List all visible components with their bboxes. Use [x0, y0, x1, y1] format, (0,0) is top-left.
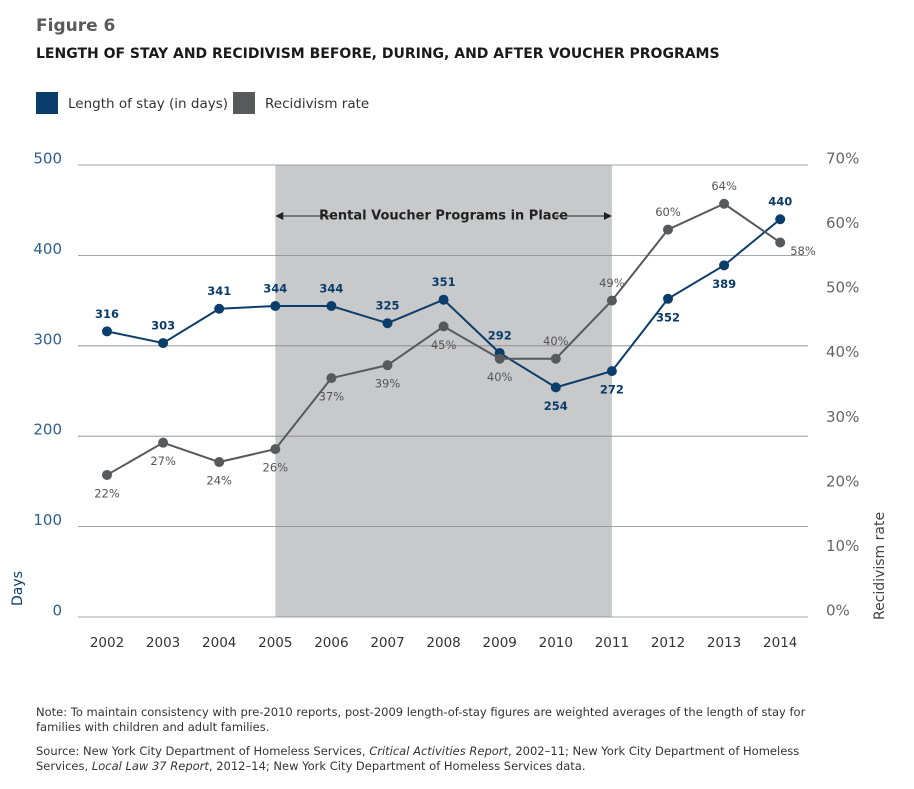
data-label: 272: [600, 383, 624, 397]
x-tick-label: 2013: [707, 635, 741, 651]
y2-tick-label: 0%: [826, 602, 850, 620]
y-tick-label: 500: [33, 150, 62, 168]
data-label: 24%: [206, 474, 232, 488]
x-tick-label: 2009: [483, 635, 517, 651]
chart: Rental Voucher Programs in Place01002003…: [10, 92, 888, 651]
data-label: 37%: [319, 390, 345, 404]
point: [326, 373, 337, 384]
legend-label: Length of stay (in days): [68, 96, 228, 112]
x-tick-label: 2006: [314, 635, 348, 651]
data-label: 26%: [263, 461, 289, 475]
data-label: 440: [768, 195, 792, 209]
point: [606, 366, 617, 377]
point: [438, 294, 449, 305]
y-axis-title: Days: [10, 571, 26, 606]
x-tick-label: 2005: [258, 635, 292, 651]
figure-label: Figure 6: [36, 16, 116, 36]
x-tick-label: 2007: [370, 635, 404, 651]
point: [494, 353, 505, 364]
point: [663, 293, 673, 304]
x-tick-label: 2012: [651, 635, 685, 651]
point: [382, 360, 393, 371]
data-label: 292: [488, 329, 512, 343]
data-label: 303: [151, 319, 175, 333]
x-tick-label: 2011: [595, 635, 629, 651]
data-label: 341: [207, 284, 231, 298]
y2-tick-label: 60%: [826, 214, 859, 232]
point: [270, 444, 281, 455]
point: [438, 321, 449, 332]
source-part: Source: New York City Department of Home…: [36, 744, 370, 758]
data-label: 325: [375, 299, 399, 313]
y2-tick-label: 50%: [826, 279, 859, 297]
y2-tick-label: 30%: [826, 408, 859, 426]
y2-tick-label: 70%: [826, 150, 859, 168]
legend-swatch: [233, 92, 255, 114]
x-tick-label: 2003: [146, 635, 180, 651]
data-label: 344: [263, 282, 287, 296]
point: [663, 224, 673, 235]
y-tick-label: 0: [52, 602, 62, 620]
data-label: 344: [319, 282, 343, 296]
source-part: , 2002–11; New York City Department of H…: [36, 744, 800, 773]
point: [550, 353, 561, 364]
y-tick-label: 200: [33, 421, 62, 439]
point: [719, 198, 730, 209]
legend-swatch: [36, 92, 58, 114]
point: [719, 260, 730, 271]
x-tick-label: 2010: [539, 635, 573, 651]
data-label: 60%: [655, 205, 681, 219]
point: [550, 382, 561, 393]
point: [214, 303, 225, 314]
y-tick-label: 100: [33, 511, 62, 529]
point: [102, 469, 112, 480]
source-part: , 2012–14; New York City Department of H…: [208, 759, 586, 773]
y2-axis-title: Recidivism rate: [872, 512, 888, 620]
annotation: Rental Voucher Programs in Place: [319, 209, 568, 224]
point: [102, 326, 112, 337]
data-label: 64%: [711, 179, 737, 193]
source-part: Local Law 37 Report: [91, 759, 209, 773]
data-label: 40%: [543, 334, 569, 348]
y-tick-label: 300: [33, 330, 62, 348]
point: [382, 318, 393, 329]
source-part: Critical Activities Report: [369, 744, 509, 758]
chart-title: LENGTH OF STAY AND RECIDIVISM BEFORE, DU…: [36, 46, 720, 62]
data-label: 49%: [599, 276, 625, 290]
source: Source: New York City Department of Home…: [36, 744, 836, 774]
annotation-bg: [331, 207, 556, 225]
data-label: 39%: [375, 377, 401, 391]
point: [326, 301, 337, 312]
note: Note: To maintain consistency with pre-2…: [36, 705, 806, 734]
y-tick-label: 400: [33, 240, 62, 258]
legend-label: Recidivism rate: [265, 96, 369, 112]
data-label: 58%: [790, 244, 816, 258]
x-tick-label: 2014: [763, 635, 797, 651]
point: [158, 437, 169, 448]
point: [775, 237, 786, 248]
arrow-head: [603, 212, 612, 220]
point: [158, 338, 169, 349]
data-label: 254: [544, 399, 568, 413]
data-label: 22%: [94, 486, 120, 500]
y2-tick-label: 40%: [826, 343, 859, 361]
y2-tick-label: 10%: [826, 537, 859, 555]
data-label: 316: [95, 307, 119, 321]
point: [214, 457, 225, 468]
data-label: 45%: [431, 338, 457, 352]
x-tick-label: 2008: [426, 635, 460, 651]
arrow-head: [275, 212, 284, 220]
data-label: 389: [712, 277, 736, 291]
data-label: 27%: [150, 454, 176, 468]
y2-tick-label: 20%: [826, 472, 859, 490]
x-tick-label: 2004: [202, 635, 236, 651]
point: [270, 301, 281, 312]
point: [606, 295, 617, 306]
x-tick-label: 2002: [90, 635, 124, 651]
data-label: 352: [656, 310, 680, 324]
data-label: 40%: [487, 370, 513, 384]
point: [775, 214, 786, 225]
data-label: 351: [432, 275, 456, 289]
